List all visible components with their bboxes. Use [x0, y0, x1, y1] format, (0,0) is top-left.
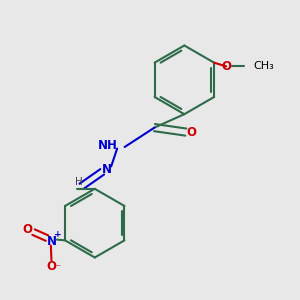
Text: O: O: [22, 223, 33, 236]
Text: ⁻: ⁻: [56, 263, 61, 274]
Text: +: +: [54, 230, 61, 239]
Text: O: O: [46, 260, 56, 273]
Text: NH: NH: [98, 139, 118, 152]
Text: N: N: [46, 235, 56, 248]
Text: O: O: [186, 126, 196, 139]
Text: N: N: [102, 163, 112, 176]
Text: CH₃: CH₃: [253, 61, 274, 71]
Text: H: H: [75, 177, 83, 187]
Text: O: O: [221, 60, 231, 73]
